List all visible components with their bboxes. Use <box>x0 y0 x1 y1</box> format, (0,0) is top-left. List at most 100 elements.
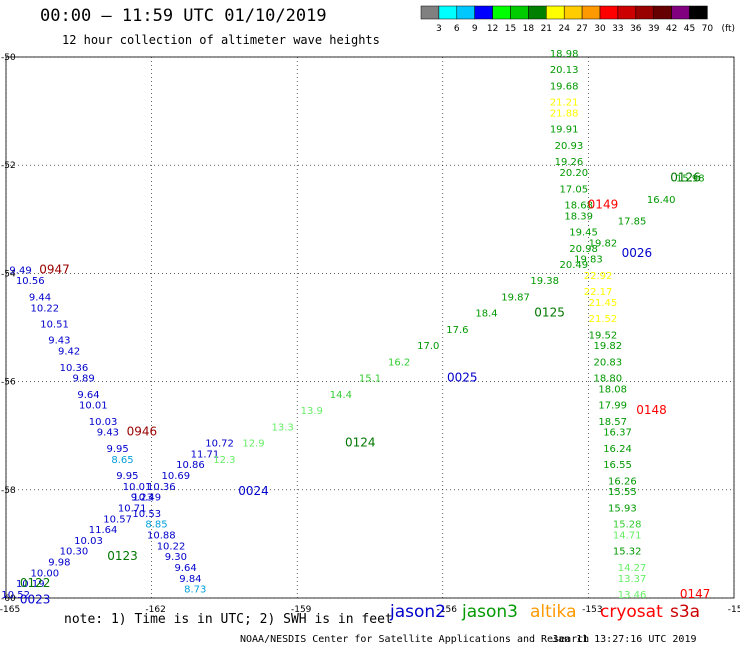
wave-height-label: 10.01 <box>123 482 152 493</box>
lon-tick-label: -156 <box>437 605 458 615</box>
lon-tick-label: -150 <box>728 605 740 615</box>
wave-height-label: 18.68 <box>564 200 593 211</box>
wave-height-label: 9.23 <box>131 493 153 504</box>
wave-height-label: 13.37 <box>618 574 647 585</box>
pass-time-label: 0124 <box>345 436 376 450</box>
wave-height-label: 15.28 <box>613 520 642 531</box>
wave-height-label: 10.53 <box>132 509 161 520</box>
wave-height-label: 20.49 <box>560 260 589 271</box>
wave-height-label: 9.98 <box>48 558 70 569</box>
wave-height-label: 10.22 <box>157 541 186 552</box>
pass-time-label: 0946 <box>127 425 158 439</box>
map-frame <box>5 56 735 599</box>
color-legend: 3 6 9 12 15 18 21 24 27 30 33 36 39 42 45 70 (ft) <box>420 5 735 34</box>
wave-height-label: 19.82 <box>593 341 622 352</box>
wave-height-label: 10.00 <box>31 568 60 579</box>
lat-tick-label: -50 <box>1 53 16 63</box>
wave-height-label: 17.05 <box>560 184 589 195</box>
wave-height-label: 10.57 <box>103 514 132 525</box>
legend-bin-label: 21 <box>541 24 552 34</box>
wave-height-label: 18.08 <box>598 384 627 395</box>
wave-height-label: 14.27 <box>618 563 647 574</box>
wave-height-label: 10.71 <box>118 503 147 514</box>
wave-height-label: 9.89 <box>73 374 95 385</box>
wave-height-label: 9.43 <box>97 428 119 439</box>
wave-height-label: 19.52 <box>589 330 618 341</box>
wave-height-label: 10.01 <box>79 401 108 412</box>
legend-unit: (ft) <box>721 24 735 34</box>
wave-height-label: 12.3 <box>213 455 235 466</box>
wave-height-label: 9.64 <box>77 390 99 401</box>
wave-height-label: 19.83 <box>574 255 603 266</box>
wave-height-label: 15.55 <box>608 487 637 498</box>
wave-height-label: 11.71 <box>191 449 220 460</box>
wave-height-label: 9.44 <box>29 292 51 303</box>
wave-height-label: 18.80 <box>593 374 622 385</box>
wave-height-label: 8.73 <box>184 585 206 596</box>
wave-height-label: 11.64 <box>89 525 118 536</box>
pass-time-label: 0026 <box>622 246 653 260</box>
legend-bin-label: 27 <box>576 24 587 34</box>
legend-bin-label: 30 <box>594 24 606 34</box>
wave-height-label: 19.26 <box>555 157 584 168</box>
lat-tick-label: -58 <box>1 486 16 496</box>
wave-height-label: 18.4 <box>475 309 497 320</box>
wave-height-label: 15.1 <box>359 374 381 385</box>
wave-height-label: 19.45 <box>569 228 598 239</box>
legend-bin-label: 15 <box>505 24 516 34</box>
wave-height-label: 20.93 <box>555 141 584 152</box>
wave-height-label: 18.39 <box>564 211 593 222</box>
legend-bin-label: 18 <box>523 24 535 34</box>
wave-height-label: 10.86 <box>176 460 205 471</box>
wave-height-label: 14.4 <box>330 390 352 401</box>
wave-height-label: 16.24 <box>603 444 632 455</box>
wave-height-label: 10.03 <box>89 417 118 428</box>
legend-bin-label: 45 <box>684 24 695 34</box>
satellite-altika-label: altika <box>530 602 577 622</box>
wave-height-label: 9.49 <box>9 265 31 276</box>
pass-time-label: 0149 <box>588 197 619 211</box>
wave-height-label: 13.9 <box>301 406 323 417</box>
footer-note: note: 1) Time is in UTC; 2) SWH is in fe… <box>64 612 393 627</box>
wave-height-label: 15.98 <box>676 173 705 184</box>
wave-height-label: 13.3 <box>272 422 294 433</box>
pass-time-label: 0123 <box>107 549 138 563</box>
legend-swatch <box>689 5 708 20</box>
wave-height-label: 9.43 <box>48 336 70 347</box>
wave-height-label: 20.98 <box>569 244 598 255</box>
lat-tick-label: -56 <box>1 378 16 388</box>
wave-height-label: 10.30 <box>60 547 89 558</box>
wave-height-label: 9.95 <box>106 444 128 455</box>
wave-height-label: 9.64 <box>174 563 196 574</box>
wave-height-label: 9.84 <box>179 574 201 585</box>
chart-title: 00:00 – 11:59 UTC 01/10/2019 <box>40 6 327 26</box>
wave-height-label: 15.32 <box>613 547 642 558</box>
wave-height-label: 19.82 <box>589 238 618 249</box>
wave-height-label: 16.2 <box>388 357 410 368</box>
pass-time-label: 0947 <box>39 262 70 276</box>
pass-time-label: 0147 <box>680 587 711 601</box>
wave-height-label: 22.17 <box>584 287 613 298</box>
wave-height-label: 10.36 <box>147 482 176 493</box>
pass-time-label: 0023 <box>20 592 51 606</box>
wave-height-label: 10.52 <box>1 590 30 601</box>
satellite-cryosat-label: cryosat <box>600 602 663 622</box>
wave-height-label: 10.56 <box>16 276 45 287</box>
pass-time-label: 0122 <box>20 576 51 590</box>
wave-height-label: 19.38 <box>530 276 559 287</box>
wave-height-label: 16.40 <box>647 195 676 206</box>
wave-height-label: 8.65 <box>111 455 133 466</box>
lon-tick-label: -162 <box>145 605 165 615</box>
legend-bin-label: 12 <box>487 24 498 34</box>
wave-height-label: 10.69 <box>162 471 191 482</box>
wave-height-label: 16.37 <box>603 428 632 439</box>
wave-height-label: 8.85 <box>145 520 167 531</box>
wave-height-label: 9.42 <box>58 347 80 358</box>
wave-height-label: 10.88 <box>147 530 176 541</box>
pass-time-label: 0024 <box>238 484 269 498</box>
wave-height-label: 18.57 <box>598 417 627 428</box>
wave-height-label: 19.68 <box>550 81 579 92</box>
wave-height-label: 10.19 <box>16 579 45 590</box>
legend-bin-label: 24 <box>558 24 570 34</box>
wave-height-label: 19.91 <box>550 125 579 136</box>
